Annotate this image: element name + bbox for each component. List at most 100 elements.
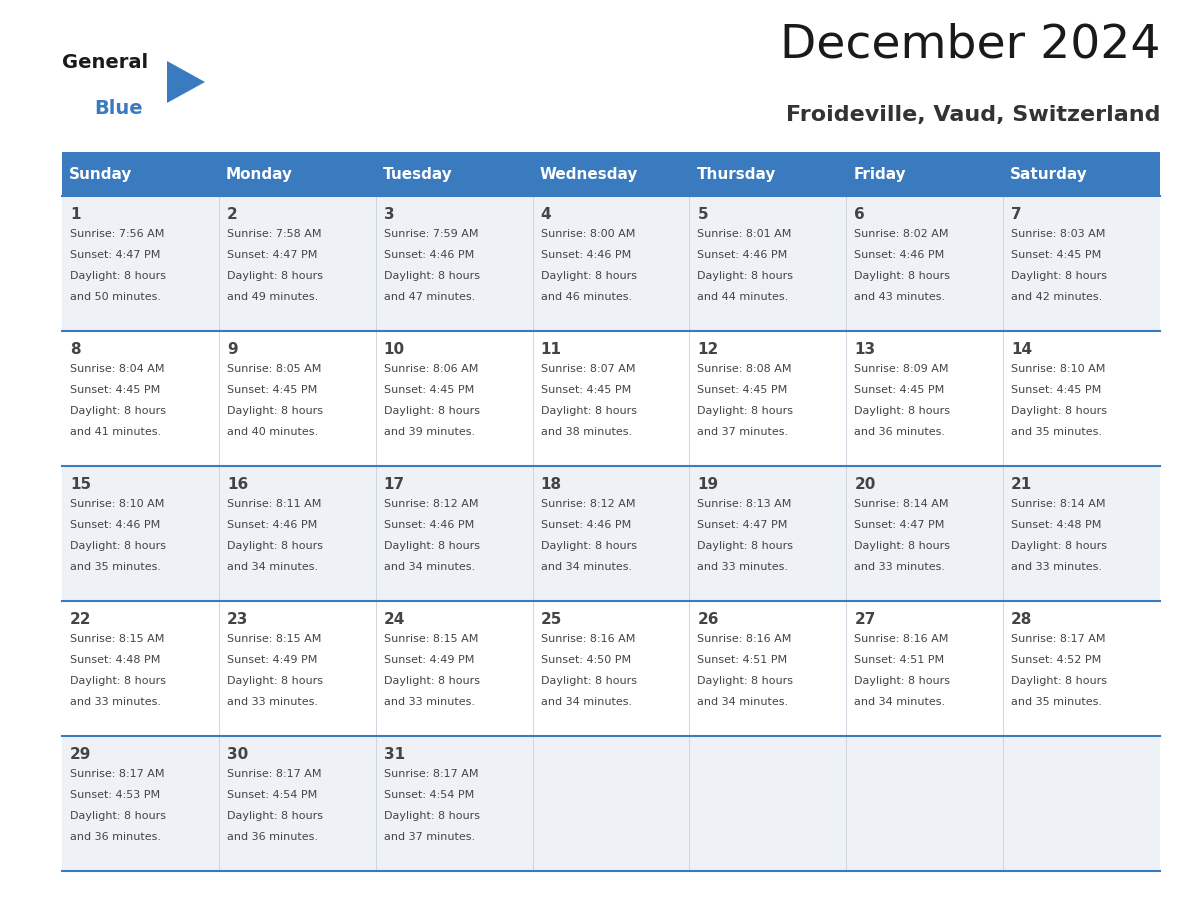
Text: 20: 20 <box>854 477 876 492</box>
Text: Daylight: 8 hours: Daylight: 8 hours <box>70 271 166 281</box>
Text: Sunrise: 8:15 AM: Sunrise: 8:15 AM <box>70 634 164 644</box>
Text: Sunset: 4:51 PM: Sunset: 4:51 PM <box>854 655 944 665</box>
Text: Daylight: 8 hours: Daylight: 8 hours <box>541 406 637 416</box>
Text: Sunset: 4:46 PM: Sunset: 4:46 PM <box>227 520 317 530</box>
Text: Blue: Blue <box>94 99 143 118</box>
Text: and 34 minutes.: and 34 minutes. <box>541 562 632 572</box>
Text: Daylight: 8 hours: Daylight: 8 hours <box>697 406 794 416</box>
Text: 25: 25 <box>541 612 562 627</box>
Text: Sunrise: 8:10 AM: Sunrise: 8:10 AM <box>1011 364 1106 374</box>
Text: Sunset: 4:45 PM: Sunset: 4:45 PM <box>227 385 317 395</box>
Text: Sunset: 4:49 PM: Sunset: 4:49 PM <box>227 655 317 665</box>
Text: 15: 15 <box>70 477 91 492</box>
Text: 16: 16 <box>227 477 248 492</box>
Text: Sunrise: 8:16 AM: Sunrise: 8:16 AM <box>697 634 792 644</box>
Text: 11: 11 <box>541 342 562 357</box>
Text: Daylight: 8 hours: Daylight: 8 hours <box>1011 406 1107 416</box>
Text: Sunset: 4:50 PM: Sunset: 4:50 PM <box>541 655 631 665</box>
Text: and 35 minutes.: and 35 minutes. <box>1011 697 1102 707</box>
Text: Sunrise: 8:12 AM: Sunrise: 8:12 AM <box>541 499 636 509</box>
Text: Daylight: 8 hours: Daylight: 8 hours <box>541 271 637 281</box>
Text: Sunset: 4:46 PM: Sunset: 4:46 PM <box>384 520 474 530</box>
Text: 23: 23 <box>227 612 248 627</box>
Text: 2: 2 <box>227 207 238 222</box>
Text: and 33 minutes.: and 33 minutes. <box>384 697 475 707</box>
Text: Daylight: 8 hours: Daylight: 8 hours <box>697 541 794 551</box>
Text: Wednesday: Wednesday <box>539 166 638 182</box>
Text: Daylight: 8 hours: Daylight: 8 hours <box>70 676 166 686</box>
Text: Daylight: 8 hours: Daylight: 8 hours <box>70 811 166 821</box>
Text: Daylight: 8 hours: Daylight: 8 hours <box>854 406 950 416</box>
Text: 31: 31 <box>384 747 405 762</box>
Text: Sunrise: 8:01 AM: Sunrise: 8:01 AM <box>697 230 792 239</box>
Text: 6: 6 <box>854 207 865 222</box>
Text: 21: 21 <box>1011 477 1032 492</box>
Text: Sunrise: 8:15 AM: Sunrise: 8:15 AM <box>384 634 478 644</box>
Text: Sunset: 4:45 PM: Sunset: 4:45 PM <box>541 385 631 395</box>
Text: Tuesday: Tuesday <box>383 166 453 182</box>
Text: 27: 27 <box>854 612 876 627</box>
Text: Sunset: 4:46 PM: Sunset: 4:46 PM <box>541 250 631 260</box>
Text: Sunrise: 8:03 AM: Sunrise: 8:03 AM <box>1011 230 1106 239</box>
Text: Sunset: 4:45 PM: Sunset: 4:45 PM <box>854 385 944 395</box>
Text: and 49 minutes.: and 49 minutes. <box>227 292 318 301</box>
Text: 18: 18 <box>541 477 562 492</box>
Text: Daylight: 8 hours: Daylight: 8 hours <box>854 541 950 551</box>
Text: Froideville, Vaud, Switzerland: Froideville, Vaud, Switzerland <box>785 105 1159 125</box>
Text: and 33 minutes.: and 33 minutes. <box>70 697 162 707</box>
Text: 19: 19 <box>697 477 719 492</box>
Text: Sunrise: 8:11 AM: Sunrise: 8:11 AM <box>227 499 321 509</box>
Text: and 40 minutes.: and 40 minutes. <box>227 427 318 437</box>
Text: Sunset: 4:45 PM: Sunset: 4:45 PM <box>70 385 160 395</box>
Text: Sunset: 4:45 PM: Sunset: 4:45 PM <box>1011 250 1101 260</box>
Text: Sunrise: 7:56 AM: Sunrise: 7:56 AM <box>70 230 164 239</box>
Text: and 37 minutes.: and 37 minutes. <box>697 427 789 437</box>
Text: Sunset: 4:46 PM: Sunset: 4:46 PM <box>384 250 474 260</box>
Text: Daylight: 8 hours: Daylight: 8 hours <box>227 271 323 281</box>
Text: and 44 minutes.: and 44 minutes. <box>697 292 789 301</box>
Text: Sunrise: 8:02 AM: Sunrise: 8:02 AM <box>854 230 949 239</box>
Text: Daylight: 8 hours: Daylight: 8 hours <box>227 541 323 551</box>
Text: Daylight: 8 hours: Daylight: 8 hours <box>70 406 166 416</box>
Text: and 33 minutes.: and 33 minutes. <box>854 562 946 572</box>
Text: and 33 minutes.: and 33 minutes. <box>697 562 789 572</box>
Text: Daylight: 8 hours: Daylight: 8 hours <box>227 811 323 821</box>
Text: Daylight: 8 hours: Daylight: 8 hours <box>384 406 480 416</box>
Text: Daylight: 8 hours: Daylight: 8 hours <box>1011 271 1107 281</box>
Text: and 35 minutes.: and 35 minutes. <box>70 562 162 572</box>
Text: Sunset: 4:46 PM: Sunset: 4:46 PM <box>541 520 631 530</box>
Text: Sunset: 4:48 PM: Sunset: 4:48 PM <box>70 655 160 665</box>
Text: 9: 9 <box>227 342 238 357</box>
Text: Sunrise: 8:05 AM: Sunrise: 8:05 AM <box>227 364 321 374</box>
Text: and 47 minutes.: and 47 minutes. <box>384 292 475 301</box>
Text: Sunrise: 7:58 AM: Sunrise: 7:58 AM <box>227 230 322 239</box>
Polygon shape <box>168 61 206 103</box>
Text: 22: 22 <box>70 612 91 627</box>
Text: and 39 minutes.: and 39 minutes. <box>384 427 475 437</box>
Text: and 34 minutes.: and 34 minutes. <box>697 697 789 707</box>
Text: Daylight: 8 hours: Daylight: 8 hours <box>854 271 950 281</box>
Text: and 36 minutes.: and 36 minutes. <box>70 832 162 842</box>
Text: Sunrise: 8:06 AM: Sunrise: 8:06 AM <box>384 364 478 374</box>
Text: and 36 minutes.: and 36 minutes. <box>854 427 946 437</box>
Text: Sunset: 4:53 PM: Sunset: 4:53 PM <box>70 789 160 800</box>
Text: Daylight: 8 hours: Daylight: 8 hours <box>70 541 166 551</box>
Text: Sunset: 4:52 PM: Sunset: 4:52 PM <box>1011 655 1101 665</box>
Text: and 42 minutes.: and 42 minutes. <box>1011 292 1102 301</box>
Text: Sunrise: 8:07 AM: Sunrise: 8:07 AM <box>541 364 636 374</box>
Text: and 36 minutes.: and 36 minutes. <box>227 832 318 842</box>
Text: Sunset: 4:48 PM: Sunset: 4:48 PM <box>1011 520 1101 530</box>
Text: Sunrise: 8:17 AM: Sunrise: 8:17 AM <box>70 769 164 779</box>
FancyBboxPatch shape <box>62 736 1159 871</box>
Text: 17: 17 <box>384 477 405 492</box>
FancyBboxPatch shape <box>846 152 1003 196</box>
Text: 12: 12 <box>697 342 719 357</box>
FancyBboxPatch shape <box>62 331 1159 466</box>
Text: 14: 14 <box>1011 342 1032 357</box>
Text: 10: 10 <box>384 342 405 357</box>
Text: Sunrise: 8:08 AM: Sunrise: 8:08 AM <box>697 364 792 374</box>
Text: Sunrise: 8:00 AM: Sunrise: 8:00 AM <box>541 230 634 239</box>
Text: Sunset: 4:45 PM: Sunset: 4:45 PM <box>384 385 474 395</box>
Text: 26: 26 <box>697 612 719 627</box>
Text: General: General <box>62 53 148 72</box>
